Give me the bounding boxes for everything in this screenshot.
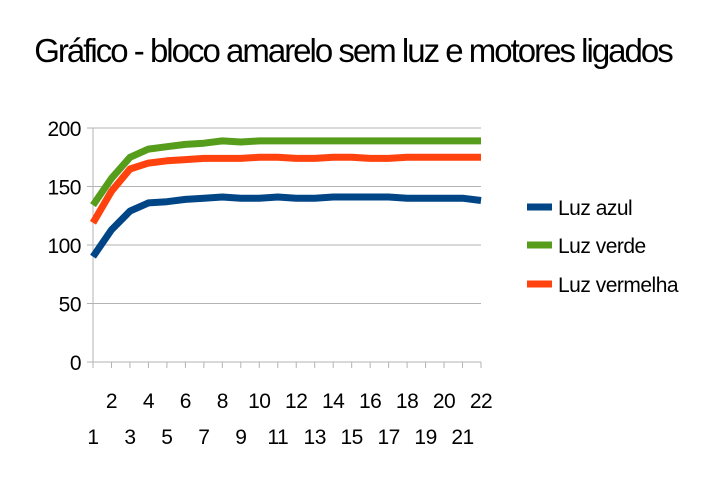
x-tick-label: 2 (106, 390, 117, 413)
x-tick-label: 15 (340, 426, 362, 449)
legend-label: Luz verde (558, 235, 646, 258)
x-tick-label: 8 (217, 390, 228, 413)
x-tick-label: 7 (198, 426, 209, 449)
y-tick-label: 0 (70, 352, 81, 375)
y-tick-label: 50 (59, 294, 81, 317)
series-lines (89, 137, 482, 259)
y-tick-label: 200 (47, 118, 81, 141)
series-line (89, 153, 481, 225)
x-tick-label: 16 (359, 390, 381, 413)
legend-label: Luz vermelha (558, 274, 679, 297)
legend: Luz azul Luz verde Luz vermelha (527, 197, 679, 297)
y-tick-label: 100 (47, 235, 81, 258)
x-tick-label: 3 (124, 426, 135, 449)
series-line (90, 137, 481, 208)
x-tick-label: 17 (377, 426, 399, 449)
x-tick-label: 4 (143, 390, 155, 413)
grid-lines (93, 127, 481, 304)
series-line (90, 193, 482, 259)
x-tick-label: 11 (267, 426, 288, 449)
axes (87, 127, 482, 368)
x-tick-label: 9 (235, 426, 246, 449)
x-tick-label: 6 (180, 390, 191, 413)
x-tick-label: 10 (248, 390, 270, 413)
x-tick-label: 1 (87, 426, 98, 449)
x-tick-label: 22 (470, 390, 492, 413)
x-tick-label: 21 (451, 426, 473, 449)
x-tick-label: 18 (396, 390, 418, 413)
legend-label: Luz azul (558, 197, 632, 220)
x-tick-label: 14 (322, 390, 345, 413)
x-tick-label: 20 (433, 390, 455, 413)
chart-title: Gráfico - bloco amarelo sem luz e motore… (34, 32, 673, 69)
x-tick-label: 13 (304, 426, 326, 449)
y-tick-label: 150 (47, 177, 81, 200)
x-tick-label: 5 (161, 426, 172, 449)
y-axis-tick-labels: 0 50 100 150 200 (47, 118, 81, 375)
x-tick-label: 12 (285, 390, 307, 413)
x-tick-label: 19 (414, 426, 436, 449)
